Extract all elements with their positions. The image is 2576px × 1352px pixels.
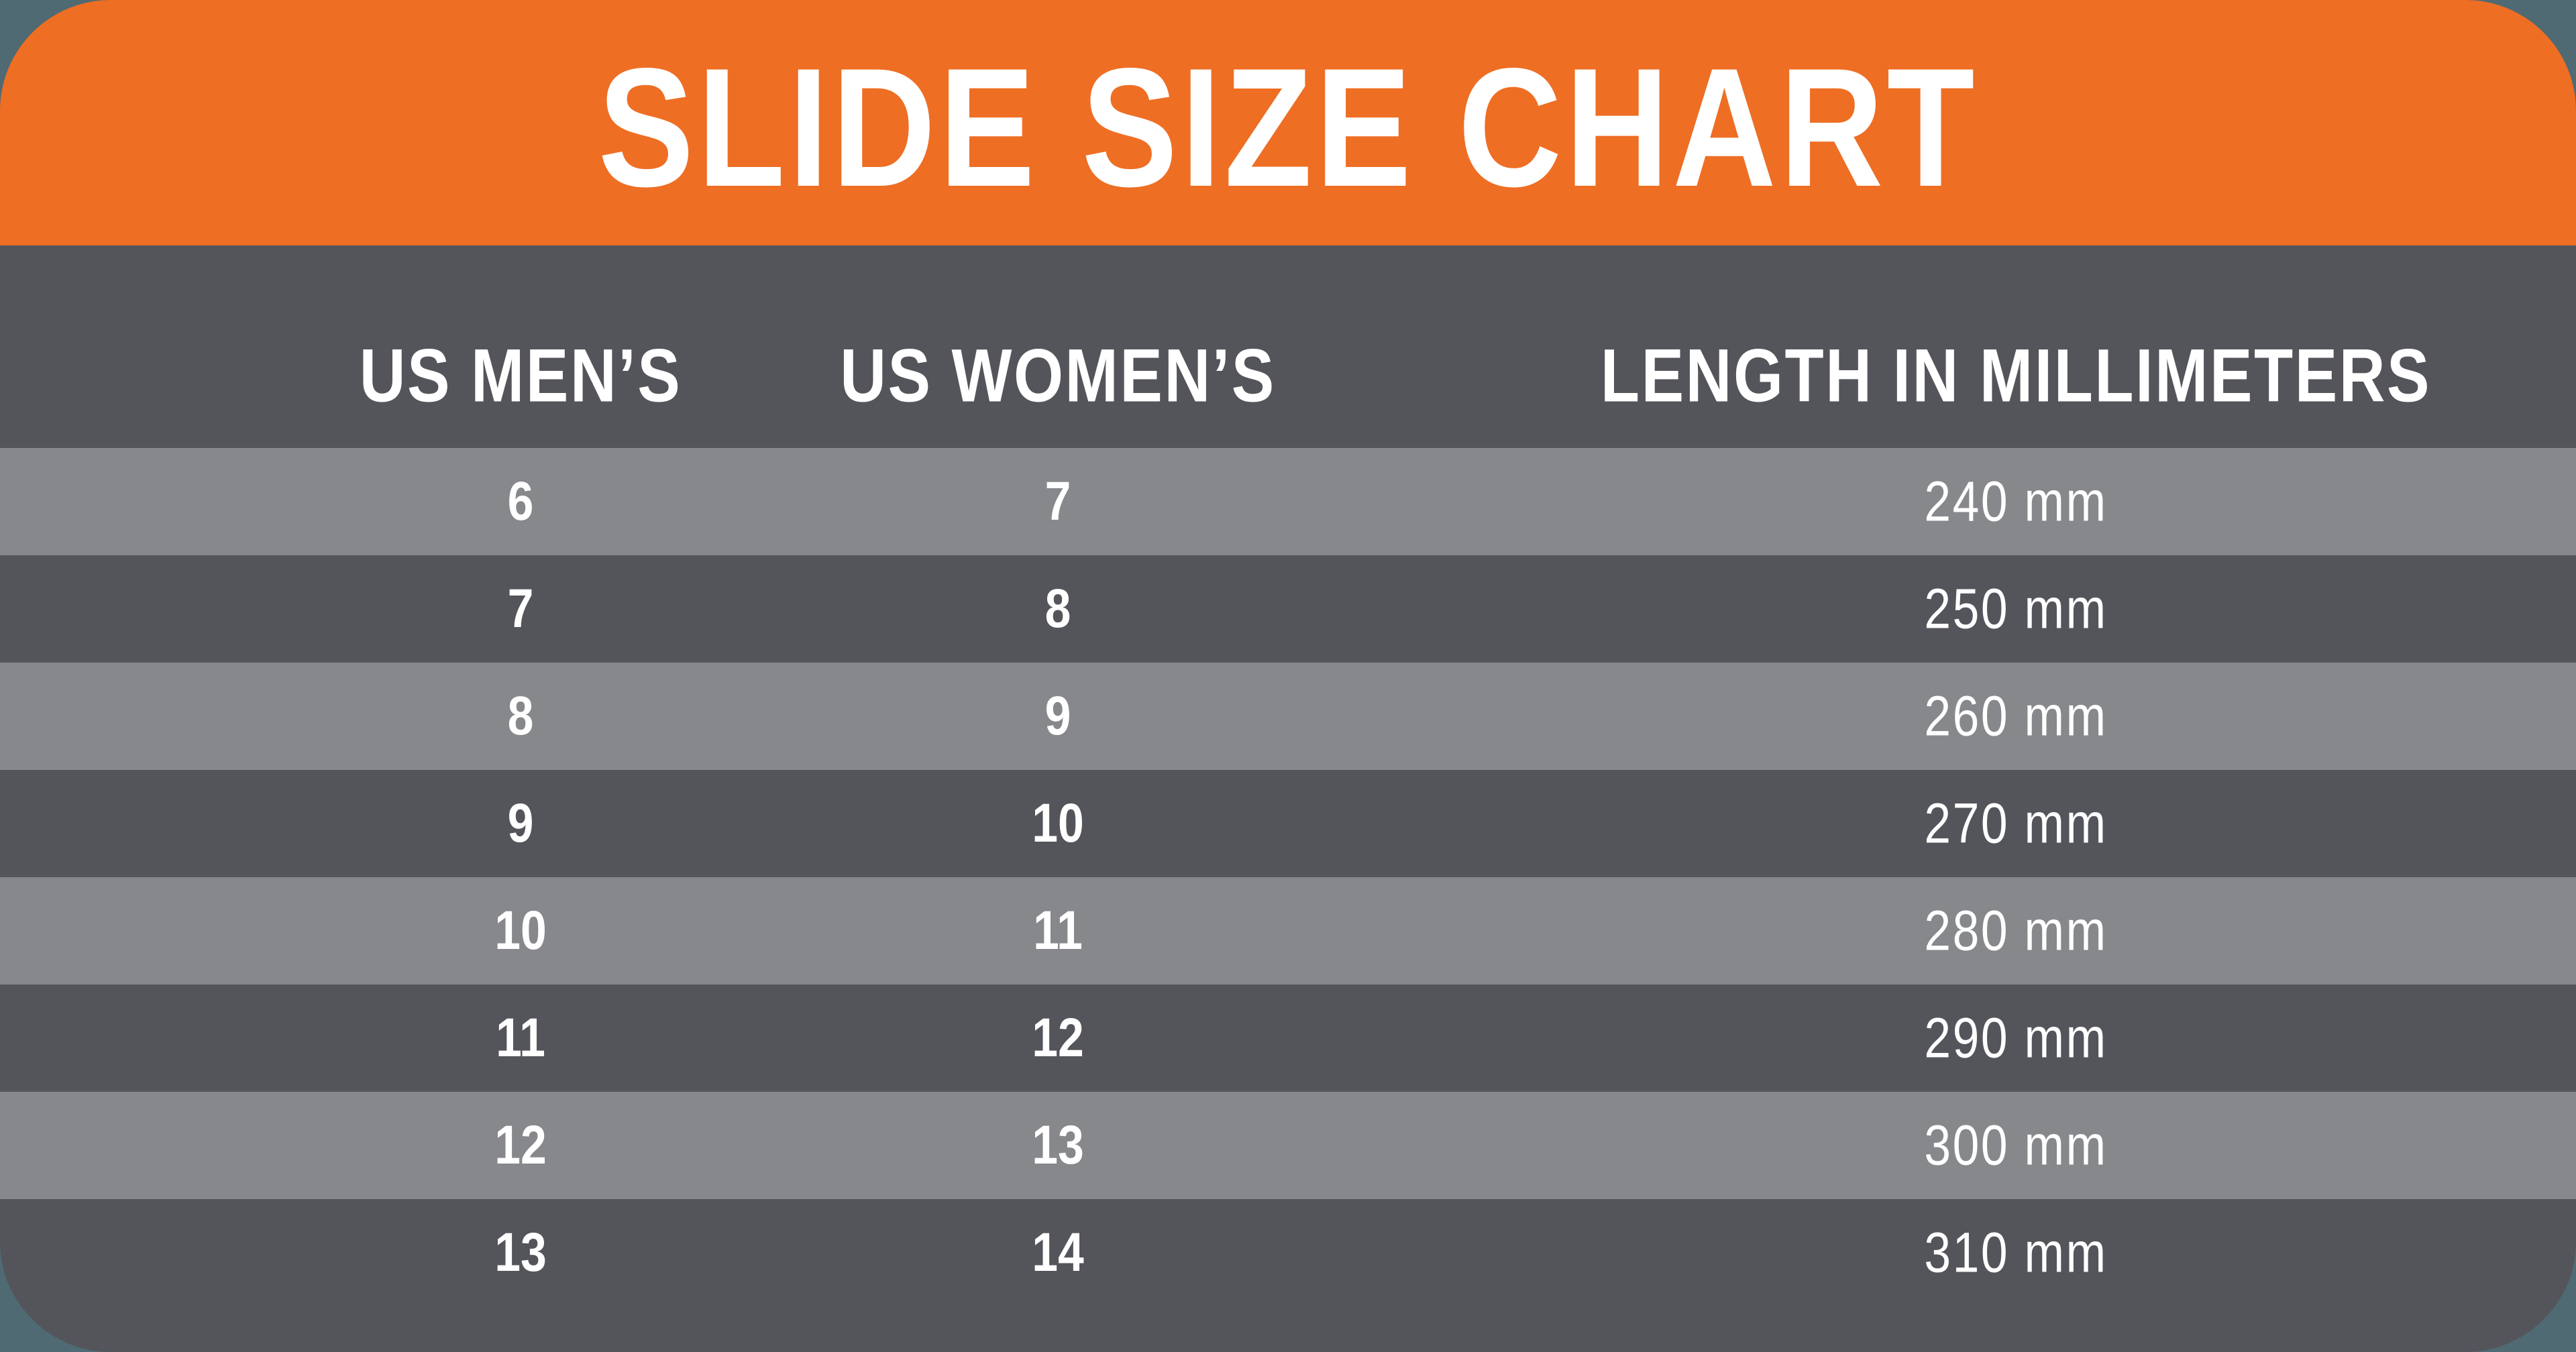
cell-text: 13 [1032, 1115, 1084, 1176]
table-row: 10 11 280 mm [0, 877, 2576, 984]
cell-us-womens: 9 [1042, 685, 1073, 748]
cell-text: 14 [1032, 1222, 1084, 1283]
column-header-us-mens: US MEN’S [331, 333, 710, 419]
cell-text: 12 [494, 1115, 547, 1176]
cell-text: 310 mm [1924, 1221, 2108, 1284]
cell-us-womens: 8 [1042, 577, 1073, 640]
cell-us-womens: 12 [1027, 1007, 1088, 1070]
cell-text: 280 mm [1924, 899, 2108, 962]
cell-length-mm: 260 mm [1908, 684, 2123, 749]
cell-us-womens: 13 [1027, 1114, 1088, 1177]
cell-text: 11 [496, 1007, 545, 1068]
cell-text: 8 [507, 685, 534, 746]
cell-us-mens: 6 [505, 470, 536, 533]
table-row: 12 13 300 mm [0, 1092, 2576, 1199]
cell-text: 8 [1044, 578, 1071, 639]
cell-text: 12 [1032, 1007, 1084, 1068]
cell-length-mm: 240 mm [1908, 469, 2123, 534]
chart-title: SLIDE SIZE CHART [598, 33, 1978, 222]
table-row: 7 8 250 mm [0, 555, 2576, 663]
chart-header: SLIDE SIZE CHART [0, 0, 2576, 245]
cell-text: 11 [1033, 900, 1083, 961]
cell-length-mm: 310 mm [1908, 1221, 2123, 1286]
column-header-length-mm-label: LENGTH IN MILLIMETERS [1600, 333, 2432, 418]
cell-us-mens: 8 [505, 685, 536, 748]
cell-text: 7 [1044, 471, 1071, 532]
column-header-us-womens-label: US WOMEN’S [840, 333, 1276, 418]
cell-text: 270 mm [1924, 791, 2108, 855]
cell-us-mens: 9 [505, 792, 536, 855]
cell-length-mm: 290 mm [1908, 1006, 2123, 1071]
cell-us-womens: 11 [1029, 899, 1087, 962]
cell-us-mens: 10 [490, 899, 551, 962]
table-row: 13 14 310 mm [0, 1199, 2576, 1306]
cell-text: 9 [507, 793, 534, 854]
cell-us-womens: 10 [1027, 792, 1088, 855]
column-header-us-mens-label: US MEN’S [359, 333, 682, 418]
cell-text: 10 [1032, 793, 1084, 854]
cell-us-mens: 13 [490, 1221, 551, 1284]
cell-text: 290 mm [1924, 1006, 2108, 1070]
table-body: 6 7 240 mm 7 8 250 mm 8 9 260 mm 9 10 270 mm 10 11 280… [0, 448, 2576, 1306]
cell-length-mm: 280 mm [1908, 899, 2123, 964]
cell-text: 10 [494, 900, 547, 961]
cell-us-mens: 12 [490, 1114, 551, 1177]
cell-text: 240 mm [1924, 469, 2108, 533]
cell-us-mens: 11 [492, 1007, 550, 1070]
cell-length-mm: 270 mm [1908, 791, 2123, 856]
table-row: 11 12 290 mm [0, 984, 2576, 1092]
cell-us-womens: 7 [1042, 470, 1073, 533]
cell-text: 13 [494, 1222, 547, 1283]
cell-us-mens: 7 [505, 577, 536, 640]
table-row: 8 9 260 mm [0, 663, 2576, 770]
column-headers: US MEN’S US WOMEN’S LENGTH IN MILLIMETER… [0, 245, 2576, 448]
cell-text: 260 mm [1924, 684, 2108, 748]
column-header-us-womens: US WOMEN’S [802, 333, 1314, 419]
cell-text: 300 mm [1924, 1113, 2108, 1177]
cell-text: 7 [507, 578, 534, 639]
cell-text: 250 mm [1924, 577, 2108, 640]
cell-us-womens: 14 [1027, 1221, 1088, 1284]
cell-length-mm: 300 mm [1908, 1113, 2123, 1178]
cell-length-mm: 250 mm [1908, 577, 2123, 642]
table-row: 9 10 270 mm [0, 770, 2576, 877]
table-row: 6 7 240 mm [0, 448, 2576, 555]
column-header-length-mm: LENGTH IN MILLIMETERS [1527, 333, 2505, 419]
cell-text: 9 [1044, 685, 1071, 746]
cell-text: 6 [507, 471, 534, 532]
